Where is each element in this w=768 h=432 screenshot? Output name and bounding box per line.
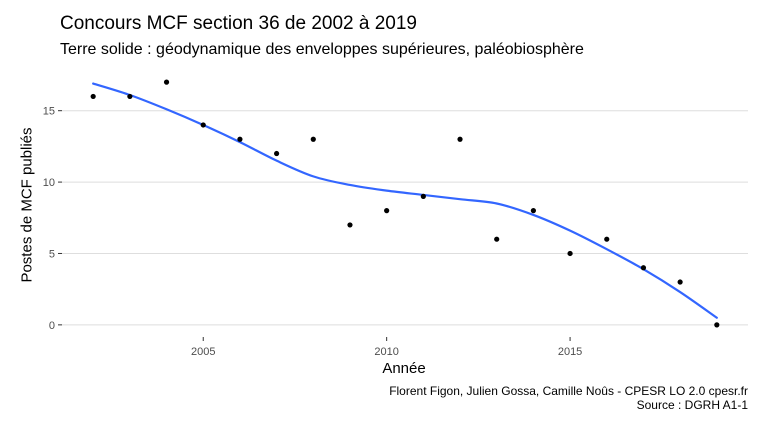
x-tick-label: 2010 <box>374 346 398 358</box>
chart-caption: Florent Figon, Julien Gossa, Camille Noû… <box>389 384 748 412</box>
caption-source: Source : DGRH A1-1 <box>636 398 748 412</box>
data-point <box>457 136 463 142</box>
y-tick-label: 10 <box>43 177 55 189</box>
data-point <box>494 236 500 242</box>
smooth-trend-line <box>92 82 718 319</box>
y-tick-label: 0 <box>49 320 55 332</box>
data-point <box>677 279 683 285</box>
data-point <box>274 150 280 157</box>
data-point <box>640 265 647 271</box>
data-point <box>420 193 426 199</box>
data-point <box>384 208 390 214</box>
data-point <box>604 236 610 242</box>
data-point <box>127 93 133 100</box>
x-tick-label: 2015 <box>558 346 582 358</box>
x-axis-label: Année <box>382 360 426 377</box>
data-point <box>347 222 353 228</box>
chart-subtitle: Terre solide : géodynamique des envelopp… <box>60 41 584 58</box>
y-tick-label: 15 <box>43 106 55 118</box>
data-point <box>530 208 536 214</box>
data-point <box>310 136 316 142</box>
data-point <box>163 79 170 85</box>
chart-title: Concours MCF section 36 de 2002 à 2019 <box>60 13 417 34</box>
data-point <box>714 322 720 328</box>
x-tick-label: 2005 <box>191 346 215 358</box>
caption-authors: Florent Figon, Julien Gossa, Camille Noû… <box>389 384 748 398</box>
data-point <box>567 250 573 257</box>
data-point <box>237 136 243 142</box>
data-point <box>200 122 206 128</box>
y-tick-label: 5 <box>49 248 55 260</box>
data-point <box>90 93 96 100</box>
